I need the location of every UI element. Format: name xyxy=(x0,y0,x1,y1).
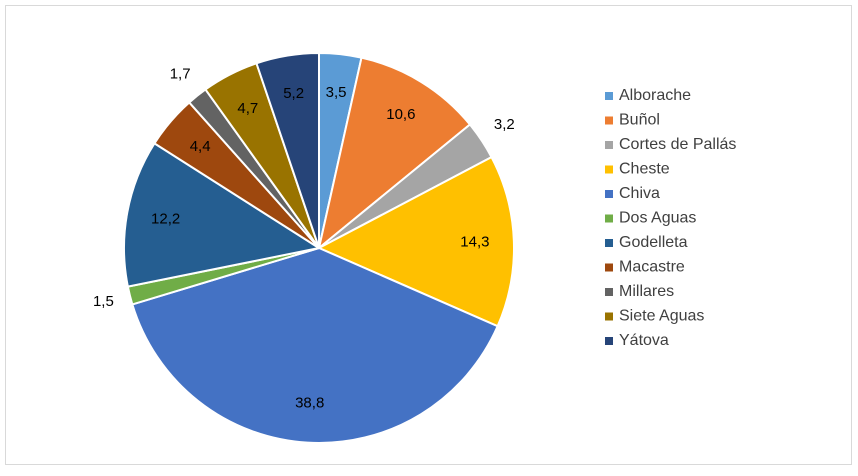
data-label: 10,6 xyxy=(386,106,415,123)
legend-label: Cheste xyxy=(619,161,670,178)
legend-label: Alborache xyxy=(619,87,691,104)
pie-slice xyxy=(317,56,472,251)
legend-label: Buñol xyxy=(619,112,660,129)
data-label: 14,3 xyxy=(460,233,489,250)
legend-swatch xyxy=(605,288,613,296)
data-label: 3,5 xyxy=(326,84,347,101)
legend-swatch xyxy=(605,263,613,272)
legend-swatch xyxy=(605,165,613,174)
legend-swatch xyxy=(605,337,613,345)
legend-label: Godelleta xyxy=(619,234,688,251)
legend-label: Millares xyxy=(619,283,674,300)
data-label: 1,5 xyxy=(93,293,114,310)
data-label: 12,2 xyxy=(151,210,180,227)
legend-label: Cortes de Pallás xyxy=(619,136,736,153)
legend-label: Siete Aguas xyxy=(619,308,704,325)
legend-swatch xyxy=(605,116,613,125)
legend-swatch xyxy=(605,214,613,223)
data-label: 4,4 xyxy=(190,138,211,155)
data-label: 4,7 xyxy=(237,100,258,117)
pie-slice xyxy=(316,155,515,328)
pie-slice xyxy=(123,141,322,288)
legend-label: Yátova xyxy=(619,332,669,349)
legend-label: Macastre xyxy=(619,259,685,276)
data-label: 5,2 xyxy=(283,85,304,102)
data-label: 3,2 xyxy=(494,116,515,133)
legend-swatch xyxy=(605,239,613,247)
legend-swatch xyxy=(605,312,613,321)
legend-label: Dos Aguas xyxy=(619,210,696,227)
legend-swatch xyxy=(605,190,613,198)
data-label: 1,7 xyxy=(170,65,191,82)
data-label: 38,8 xyxy=(295,395,324,412)
legend-label: Chiva xyxy=(619,185,660,202)
legend-swatch xyxy=(605,141,613,149)
pie-slice xyxy=(131,246,499,444)
pie-slice xyxy=(255,51,320,249)
legend-swatch xyxy=(605,92,613,100)
